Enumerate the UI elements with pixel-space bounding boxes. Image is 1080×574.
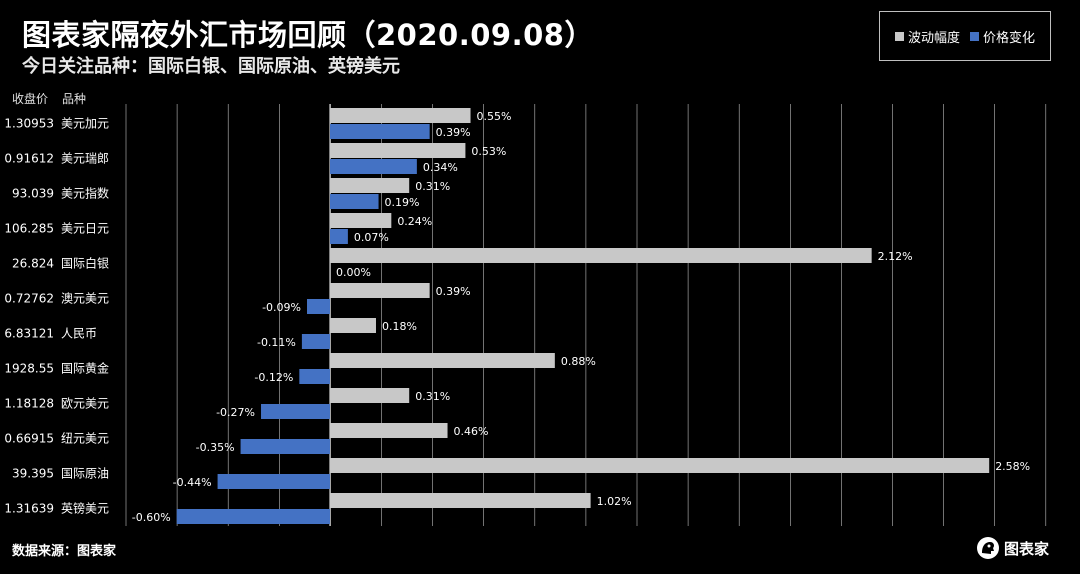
volatility-value-label: 0.53%: [471, 145, 506, 158]
instrument-label: 美元日元: [61, 222, 109, 236]
volatility-bar: [330, 318, 376, 333]
instrument-label: 国际白银: [61, 256, 109, 271]
legend-item-price-change[interactable]: 价格变化: [970, 27, 1035, 46]
close-price-label: 0.72762: [4, 292, 54, 306]
close-price-label: 6.83121: [4, 327, 54, 341]
price-change-bar: [301, 334, 330, 349]
volatility-value-label: 0.24%: [397, 215, 432, 228]
close-price-label: 93.039: [12, 187, 54, 201]
instrument-label: 纽元美元: [61, 432, 109, 446]
close-price-label: 106.285: [4, 222, 54, 236]
price-change-value-label: 0.39%: [436, 126, 471, 139]
volatility-bar: [330, 493, 591, 508]
close-price-label: 0.91612: [4, 152, 54, 166]
volatility-bar: [330, 353, 555, 368]
close-price-label: 0.66915: [4, 432, 54, 446]
price-change-bar: [307, 299, 330, 314]
close-price-label: 1.31639: [4, 502, 54, 516]
volatility-bar: [330, 248, 872, 263]
instrument-label: 澳元美元: [61, 292, 109, 306]
volatility-value-label: 0.18%: [382, 320, 417, 333]
instrument-label: 人民币: [61, 327, 97, 341]
column-header-close: 收盘价: [12, 92, 49, 106]
legend-swatch-price-change: [970, 31, 979, 41]
price-change-bar: [240, 439, 330, 454]
brand-head-icon: [977, 537, 999, 559]
legend-label-price-change: 价格变化: [983, 30, 1036, 46]
price-change-bar: [330, 229, 348, 244]
price-change-bar: [330, 124, 430, 139]
price-change-value-label: 0.19%: [385, 196, 420, 209]
brand-name: 图表家: [1004, 539, 1050, 558]
instrument-label: 欧元美元: [61, 397, 109, 411]
instrument-label: 美元瑞郎: [61, 152, 109, 166]
price-change-bar: [176, 509, 330, 524]
price-change-bar: [299, 369, 330, 384]
price-change-value-label: 0.00%: [336, 266, 371, 279]
volatility-value-label: 0.39%: [436, 285, 471, 298]
volatility-value-label: 1.02%: [597, 495, 632, 508]
price-change-bar: [330, 159, 417, 174]
price-change-bar: [217, 474, 330, 489]
price-change-value-label: -0.12%: [254, 371, 293, 384]
close-price-label: 1.30953: [4, 117, 54, 131]
volatility-value-label: 0.46%: [454, 425, 489, 438]
price-change-bar: [261, 404, 330, 419]
price-change-value-label: -0.60%: [132, 511, 171, 524]
volatility-bar: [330, 213, 392, 228]
instrument-label: 英镑美元: [61, 501, 109, 516]
close-price-label: 39.395: [12, 467, 54, 481]
price-change-value-label: -0.35%: [196, 441, 235, 454]
page-subtitle: 今日关注品种：国际白银、国际原油、英镑美元: [22, 56, 400, 77]
legend-item-volatility[interactable]: 波动幅度: [894, 27, 960, 46]
close-price-label: 1928.55: [4, 362, 54, 376]
volatility-bar: [330, 108, 471, 123]
volatility-bar: [330, 143, 466, 158]
volatility-value-label: 0.31%: [415, 180, 450, 193]
volatility-value-label: 0.31%: [415, 390, 450, 403]
close-price-label: 26.824: [12, 257, 54, 271]
volatility-value-label: 2.58%: [995, 460, 1030, 473]
volatility-value-label: 0.55%: [477, 110, 512, 123]
price-change-value-label: -0.27%: [216, 406, 255, 419]
legend-swatch-volatility: [894, 31, 904, 41]
instrument-label: 美元指数: [61, 186, 109, 201]
price-change-value-label: -0.11%: [257, 336, 296, 349]
legend-label-volatility: 波动幅度: [907, 30, 960, 46]
instrument-label: 国际原油: [61, 467, 109, 481]
data-source: 数据来源：图表家: [12, 544, 117, 559]
brand-logo: 图表家: [976, 536, 1049, 560]
column-header-instrument: 品种: [62, 92, 87, 106]
volatility-bar: [330, 178, 410, 193]
volatility-bar: [330, 423, 448, 438]
chart-legend: 波动幅度 价格变化: [879, 11, 1051, 61]
instrument-label: 美元加元: [61, 117, 109, 131]
price-change-value-label: 0.34%: [423, 161, 458, 174]
price-change-value-label: -0.44%: [173, 476, 212, 489]
volatility-bar: [330, 388, 410, 403]
volatility-bar: [330, 458, 990, 473]
page-title: 图表家隔夜外汇市场回顾（2020.09.08）: [22, 18, 594, 52]
volatility-bar: [330, 283, 430, 298]
close-price-label: 1.18128: [4, 397, 54, 411]
price-change-value-label: 0.07%: [354, 231, 389, 244]
price-change-bar: [330, 194, 379, 209]
instrument-label: 国际黄金: [61, 361, 109, 376]
price-change-value-label: -0.09%: [262, 301, 301, 314]
volatility-value-label: 2.12%: [878, 250, 913, 263]
volatility-value-label: 0.88%: [561, 355, 596, 368]
